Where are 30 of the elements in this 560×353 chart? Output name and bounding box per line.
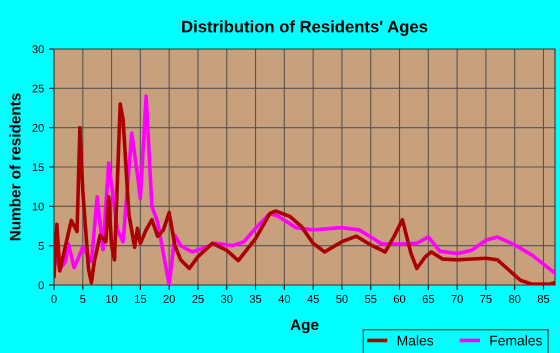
legend-label: Females	[490, 335, 542, 346]
y-tick-label: 25	[32, 84, 44, 92]
x-tick-label: 15	[135, 295, 146, 303]
y-tick-label: 0	[38, 281, 44, 290]
chart-title: Distribution of Residents' Ages	[182, 20, 428, 36]
x-tick-label: 75	[480, 295, 492, 303]
x-tick-label: 50	[336, 295, 348, 303]
x-tick-label: 20	[164, 295, 175, 303]
y-tick-label: 10	[32, 202, 44, 210]
x-tick-label: 5	[80, 295, 86, 303]
x-tick-label: 35	[250, 295, 262, 303]
x-tick-label: 80	[508, 295, 520, 303]
y-tick-label: 15	[32, 163, 44, 172]
y-tick-label: 5	[38, 242, 44, 250]
x-tick-label: 10	[106, 295, 118, 303]
x-axis-title: Age	[290, 319, 318, 334]
x-tick-label: 85	[538, 295, 550, 303]
x-tick-label: 70	[451, 295, 463, 303]
x-tick-label: 25	[192, 295, 204, 303]
y-tick-label: 20	[32, 124, 44, 132]
x-tick-label: 40	[278, 295, 290, 303]
x-tick-label: 0	[51, 295, 57, 303]
x-tick-label: 65	[422, 295, 434, 303]
x-tick-label: 30	[221, 295, 233, 303]
x-tick-label: 60	[394, 295, 406, 303]
x-tick-label: 55	[364, 295, 376, 303]
x-tick-label: 45	[307, 295, 319, 303]
y-tick-label: 30	[32, 45, 44, 54]
legend-label: Males	[398, 335, 434, 346]
y-axis-title: Number of residents	[9, 93, 21, 240]
